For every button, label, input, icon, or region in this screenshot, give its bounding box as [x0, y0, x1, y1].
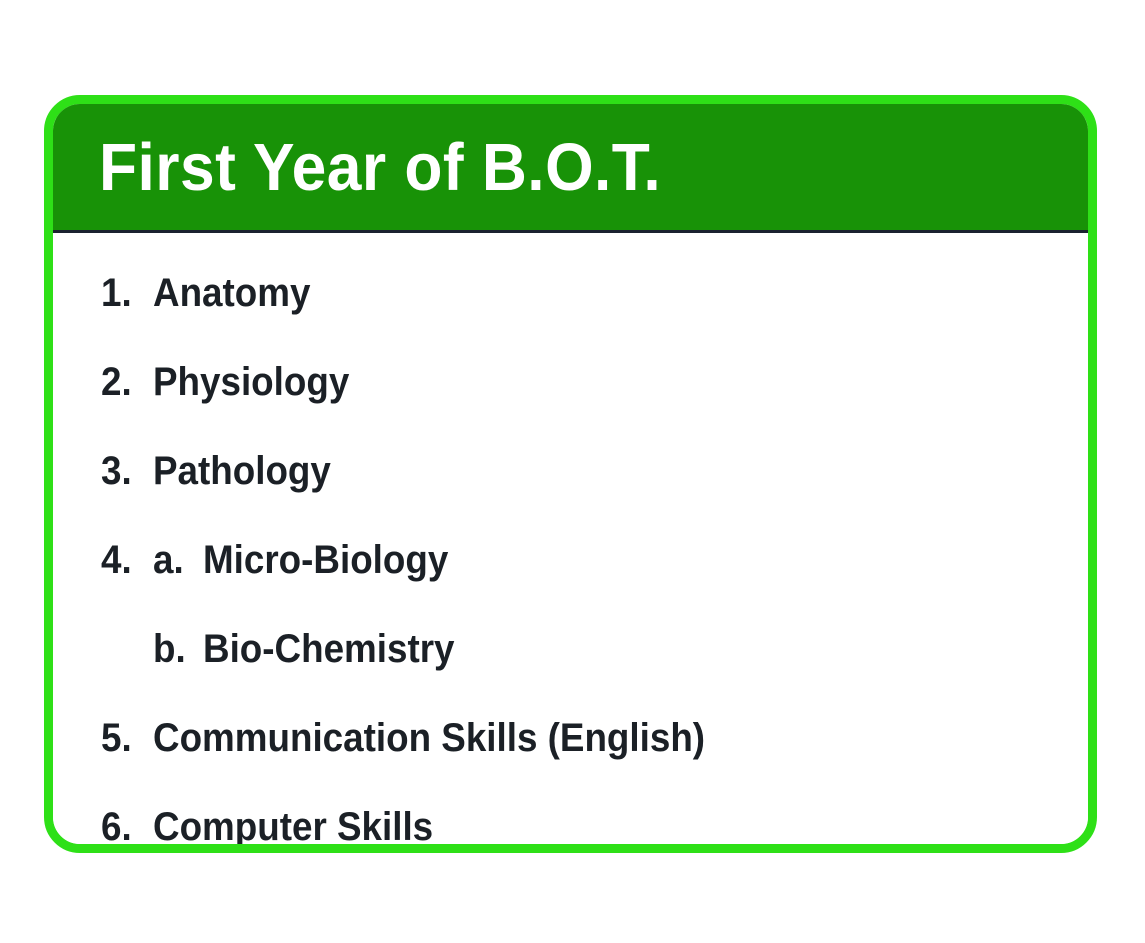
card-body: 1. Anatomy 2. Physiology 3. Pathology 4.… [53, 233, 1088, 844]
list-item: 4. a. Micro-Biology [53, 516, 1088, 605]
list-item-marker: 1. [101, 271, 132, 315]
list-item-label: Micro-Biology [203, 538, 449, 582]
card-header: First Year of B.O.T. [53, 104, 1088, 233]
list-item: 3. Pathology [53, 427, 1088, 516]
list-item-marker: 2. [101, 360, 132, 404]
list-item-label: Bio-Chemistry [203, 627, 455, 671]
list-item-label: Computer Skills [153, 805, 434, 849]
list-item-label: Pathology [153, 449, 331, 493]
list-item-sub-marker: a. [153, 538, 184, 582]
list-item-marker: 4. [101, 538, 132, 582]
list-item-label: Anatomy [153, 271, 311, 315]
list-item-marker: 6. [101, 805, 132, 849]
list-item: 5. Communication Skills (English) [53, 694, 1088, 783]
list-item: 1. Anatomy [53, 249, 1088, 338]
list-item-sub-marker: b. [153, 627, 186, 671]
list-item: 2. Physiology [53, 338, 1088, 427]
list-item: 6. Computer Skills [53, 783, 1088, 849]
list-item: b. Bio-Chemistry [53, 605, 1088, 694]
list-item-marker: 3. [101, 449, 132, 493]
card-title: First Year of B.O.T. [99, 129, 662, 205]
syllabus-card: First Year of B.O.T. 1. Anatomy 2. Physi… [44, 95, 1097, 853]
list-item-marker: 5. [101, 716, 132, 760]
subject-list: 1. Anatomy 2. Physiology 3. Pathology 4.… [53, 249, 1088, 849]
list-item-label: Physiology [153, 360, 350, 404]
list-item-label: Communication Skills (English) [153, 716, 706, 760]
